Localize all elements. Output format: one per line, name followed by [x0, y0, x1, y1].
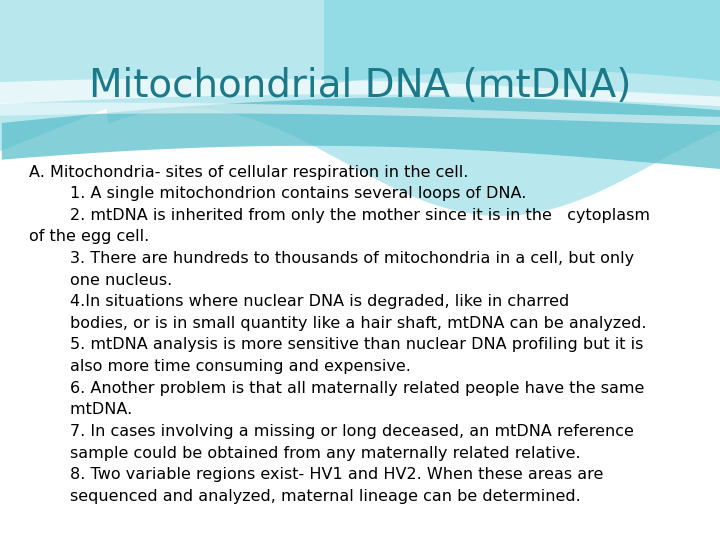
Text: 3. There are hundreds to thousands of mitochondria in a cell, but only: 3. There are hundreds to thousands of mi…	[29, 251, 634, 266]
Text: 7. In cases involving a missing or long deceased, an mtDNA reference: 7. In cases involving a missing or long …	[29, 424, 634, 439]
Text: Mitochondrial DNA (mtDNA): Mitochondrial DNA (mtDNA)	[89, 68, 631, 105]
Text: bodies, or is in small quantity like a hair shaft, mtDNA can be analyzed.: bodies, or is in small quantity like a h…	[29, 316, 647, 331]
Text: mtDNA.: mtDNA.	[29, 402, 132, 417]
Polygon shape	[0, 0, 720, 216]
Text: of the egg cell.: of the egg cell.	[29, 230, 149, 245]
Text: 1. A single mitochondrion contains several loops of DNA.: 1. A single mitochondrion contains sever…	[29, 186, 526, 201]
Text: sample could be obtained from any maternally related relative.: sample could be obtained from any matern…	[29, 446, 580, 461]
Text: A. Mitochondria- sites of cellular respiration in the cell.: A. Mitochondria- sites of cellular respi…	[29, 165, 468, 180]
Text: sequenced and analyzed, maternal lineage can be determined.: sequenced and analyzed, maternal lineage…	[29, 489, 580, 504]
Text: 5. mtDNA analysis is more sensitive than nuclear DNA profiling but it is: 5. mtDNA analysis is more sensitive than…	[29, 338, 643, 353]
Polygon shape	[324, 0, 720, 84]
Text: one nucleus.: one nucleus.	[29, 273, 172, 288]
Text: 4.In situations where nuclear DNA is degraded, like in charred: 4.In situations where nuclear DNA is deg…	[29, 294, 569, 309]
Polygon shape	[2, 97, 720, 169]
Polygon shape	[0, 103, 720, 125]
Polygon shape	[0, 78, 720, 106]
Text: also more time consuming and expensive.: also more time consuming and expensive.	[29, 359, 410, 374]
Text: 2. mtDNA is inherited from only the mother since it is in the   cytoplasm: 2. mtDNA is inherited from only the moth…	[29, 208, 649, 223]
Text: 8. Two variable regions exist- HV1 and HV2. When these areas are: 8. Two variable regions exist- HV1 and H…	[29, 467, 603, 482]
Text: 6. Another problem is that all maternally related people have the same: 6. Another problem is that all maternall…	[29, 381, 644, 396]
